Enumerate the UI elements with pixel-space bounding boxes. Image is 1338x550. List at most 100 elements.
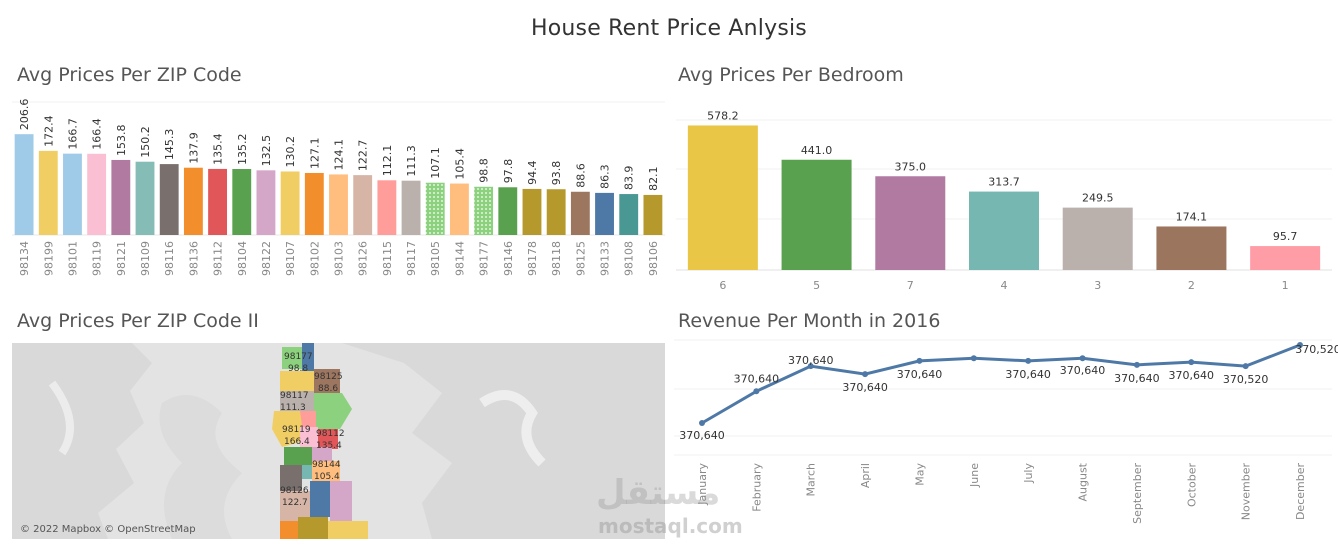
bar-bedroom-7[interactable] [875, 176, 946, 270]
revenue-point[interactable] [862, 371, 869, 378]
bar-zip-98108[interactable] [619, 194, 639, 235]
bar-zip-98134[interactable] [14, 134, 34, 235]
point-value-label: 370,640 [1060, 364, 1106, 377]
bar-zip-98146[interactable] [498, 187, 518, 235]
x-tick-label: October [1185, 463, 1198, 507]
x-tick-label: July [1022, 463, 1035, 484]
x-tick-label: 98133 [599, 241, 612, 276]
bar-bedroom-4[interactable] [969, 191, 1039, 270]
x-tick-label: 4 [1001, 279, 1008, 292]
bar-zip-98103[interactable] [329, 174, 348, 235]
bedroom-bar-chart[interactable]: 578.2 6 441.0 5 375.0 7 313.7 4 249.5 3 174.1 2 95.7… [670, 95, 1338, 295]
bar-zip-98199[interactable] [38, 150, 58, 235]
map-credit: © 2022 Mapbox © OpenStreetMap [20, 524, 196, 535]
map-label-value: 105.4 [314, 472, 340, 482]
zip-region [272, 411, 304, 447]
bar-zip-98178[interactable] [522, 188, 542, 235]
revenue-point[interactable] [1025, 357, 1032, 364]
bar-zip-98119[interactable] [87, 153, 107, 235]
point-value-label: 370,640 [679, 429, 725, 442]
zip-region [328, 521, 368, 539]
bar-value-label: 132.5 [260, 135, 273, 167]
revenue-point[interactable] [807, 363, 814, 370]
bar-zip-98101[interactable] [63, 153, 82, 235]
bar-value-label: 93.8 [550, 161, 563, 186]
bar-value-label: 135.4 [212, 133, 225, 165]
revenue-point[interactable] [1133, 361, 1140, 368]
bar-zip-98133[interactable] [595, 192, 614, 235]
revenue-point[interactable] [699, 420, 705, 426]
bar-zip-98106[interactable] [643, 194, 663, 235]
zip-region [302, 465, 312, 479]
x-tick-label: 98178 [526, 241, 539, 276]
bar-value-label: 88.6 [574, 163, 587, 188]
zip-region [310, 481, 330, 517]
dashboard-title: House Rent Price Anlysis [531, 16, 807, 41]
x-tick-label: 98177 [478, 241, 491, 276]
x-tick-label: February [750, 463, 763, 512]
x-tick-label: 3 [1094, 279, 1101, 292]
bar-zip-98109[interactable] [135, 161, 155, 235]
bar-zip-98116[interactable] [159, 164, 179, 235]
x-tick-label: 98136 [187, 241, 200, 276]
revenue-point[interactable] [916, 357, 923, 364]
x-tick-label: 98122 [260, 241, 273, 276]
x-tick-label: 98116 [163, 241, 176, 276]
bar-bedroom-1[interactable] [1250, 246, 1321, 270]
point-value-label: 370,640 [734, 372, 780, 385]
bar-value-label: 174.1 [1176, 210, 1208, 223]
x-tick-label: 98105 [429, 241, 442, 276]
zip-bar-chart-title: Avg Prices Per ZIP Code [17, 64, 242, 86]
bar-value-label: 111.3 [405, 145, 418, 177]
bar-bedroom-3[interactable] [1062, 207, 1133, 270]
bar-value-label: 127.1 [308, 137, 321, 169]
map-land [12, 343, 152, 539]
bar-value-label: 135.2 [236, 134, 249, 166]
map-label-value: 88.6 [318, 384, 338, 394]
bar-zip-98125[interactable] [570, 191, 590, 235]
map-label-zip: 98119 [282, 425, 311, 435]
map-land [342, 343, 665, 539]
revenue-line-chart[interactable]: 370,640 January 370,640 February 370,640 Marc… [670, 335, 1338, 540]
bar-zip-98115[interactable] [377, 180, 397, 235]
bar-zip-98118[interactable] [546, 189, 566, 235]
bar-value-label: 95.7 [1273, 230, 1298, 243]
bar-bedroom-2[interactable] [1156, 226, 1227, 270]
bar-zip-98102[interactable] [304, 172, 324, 235]
zip-region [300, 427, 318, 447]
x-tick-label: 98101 [66, 241, 79, 276]
bar-zip-98144[interactable] [449, 183, 469, 235]
x-tick-label: 98106 [647, 241, 660, 276]
revenue-point[interactable] [970, 355, 977, 362]
zip-bar-chart[interactable]: 206.6 98134 172.4 98199 166.7 98101 166.4 98119… [0, 95, 670, 290]
watermark-url: mostaql.com [598, 514, 743, 538]
x-tick-label: 98107 [284, 241, 297, 276]
bar-zip-98104[interactable] [232, 169, 252, 235]
revenue-point[interactable] [753, 388, 760, 395]
revenue-point[interactable] [1242, 363, 1249, 370]
bar-zip-98117[interactable] [401, 180, 421, 235]
bar-zip-98177[interactable] [474, 186, 494, 235]
bar-value-label: 82.1 [647, 166, 660, 191]
x-tick-label: 1 [1282, 279, 1289, 292]
bar-zip-98121[interactable] [111, 159, 131, 235]
bar-value-label: 578.2 [707, 109, 739, 122]
bar-zip-98107[interactable] [280, 171, 300, 235]
x-tick-label: 98126 [357, 241, 370, 276]
bar-zip-98105[interactable] [425, 182, 445, 235]
bedroom-chart-title: Avg Prices Per Bedroom [678, 64, 904, 86]
zip-map[interactable]: 98177 98.8 98125 88.6 98117 111.3 98119 … [12, 343, 665, 539]
bar-zip-98112[interactable] [208, 168, 228, 235]
bar-bedroom-6[interactable] [687, 125, 758, 270]
bar-value-label: 441.0 [801, 144, 833, 157]
revenue-point[interactable] [1079, 355, 1086, 362]
bar-zip-98126[interactable] [353, 175, 373, 235]
bar-zip-98136[interactable] [183, 167, 203, 235]
zip-region [280, 521, 298, 539]
revenue-point[interactable] [1188, 359, 1195, 366]
bar-zip-98122[interactable] [256, 170, 276, 235]
bar-bedroom-5[interactable] [781, 159, 852, 270]
zip-region [312, 461, 340, 481]
x-tick-label: 5 [813, 279, 820, 292]
revenue-point[interactable] [1297, 342, 1303, 348]
